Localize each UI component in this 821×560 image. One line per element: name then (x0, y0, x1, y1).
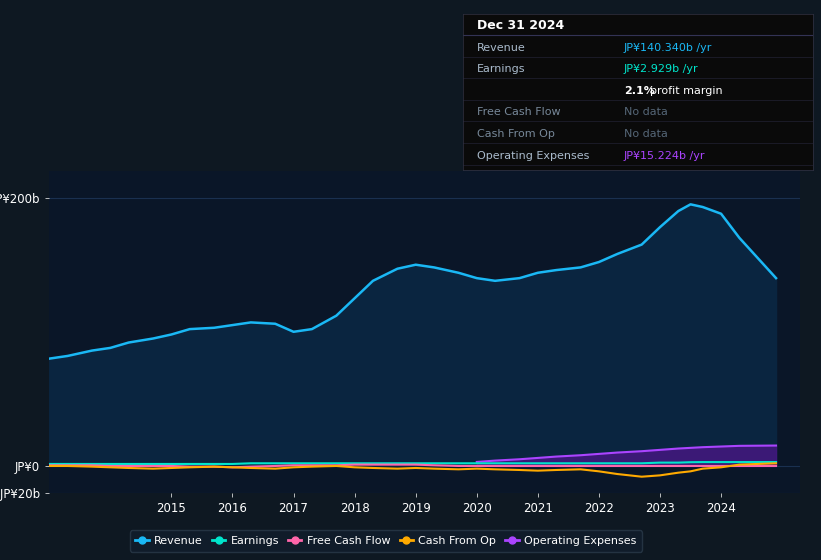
Text: Revenue: Revenue (477, 43, 525, 53)
Text: Cash From Op: Cash From Op (477, 129, 555, 139)
Text: No data: No data (624, 129, 667, 139)
Text: JP¥2.929b /yr: JP¥2.929b /yr (624, 64, 699, 74)
Text: Dec 31 2024: Dec 31 2024 (477, 20, 564, 32)
Text: Free Cash Flow: Free Cash Flow (477, 108, 561, 118)
Legend: Revenue, Earnings, Free Cash Flow, Cash From Op, Operating Expenses: Revenue, Earnings, Free Cash Flow, Cash … (130, 530, 642, 552)
Text: Earnings: Earnings (477, 64, 525, 74)
Text: JP¥140.340b /yr: JP¥140.340b /yr (624, 43, 713, 53)
Text: profit margin: profit margin (650, 86, 722, 96)
Text: No data: No data (624, 108, 667, 118)
Text: JP¥15.224b /yr: JP¥15.224b /yr (624, 151, 705, 161)
Text: Operating Expenses: Operating Expenses (477, 151, 589, 161)
Text: 2.1%: 2.1% (624, 86, 655, 96)
